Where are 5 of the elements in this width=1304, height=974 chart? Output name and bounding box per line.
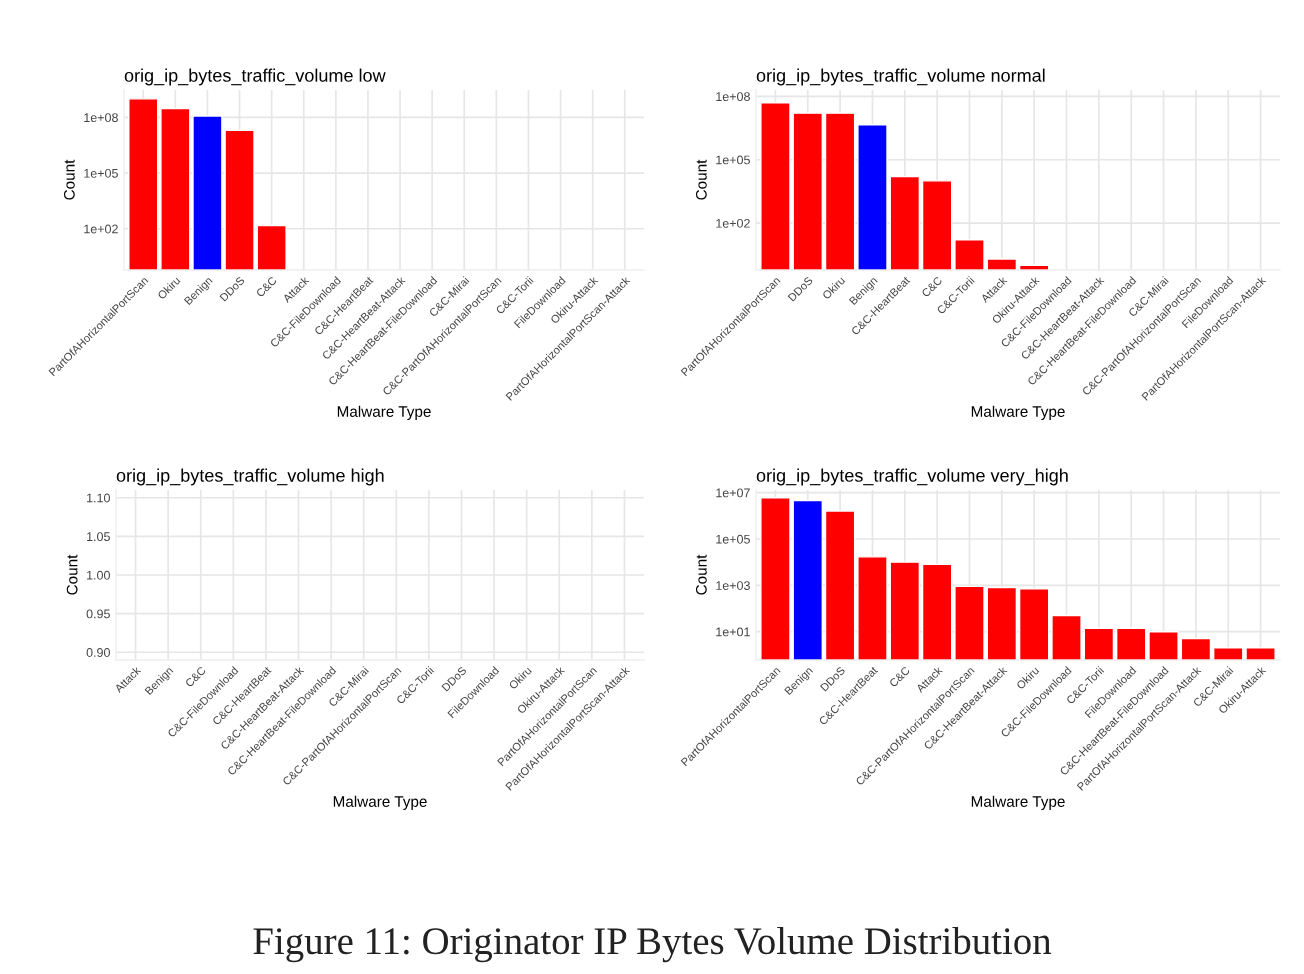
chart-title: orig_ip_bytes_traffic_volume very_high xyxy=(756,468,1068,486)
caption: Figure 11: Originator IP Bytes Volume Distribution xyxy=(253,926,1052,963)
chart-title: orig_ip_bytes_traffic_volume normal xyxy=(756,68,1045,86)
chart-title: orig_ip_bytes_traffic_volume high xyxy=(116,468,384,486)
chart-title: orig_ip_bytes_traffic_volume low xyxy=(124,68,386,86)
